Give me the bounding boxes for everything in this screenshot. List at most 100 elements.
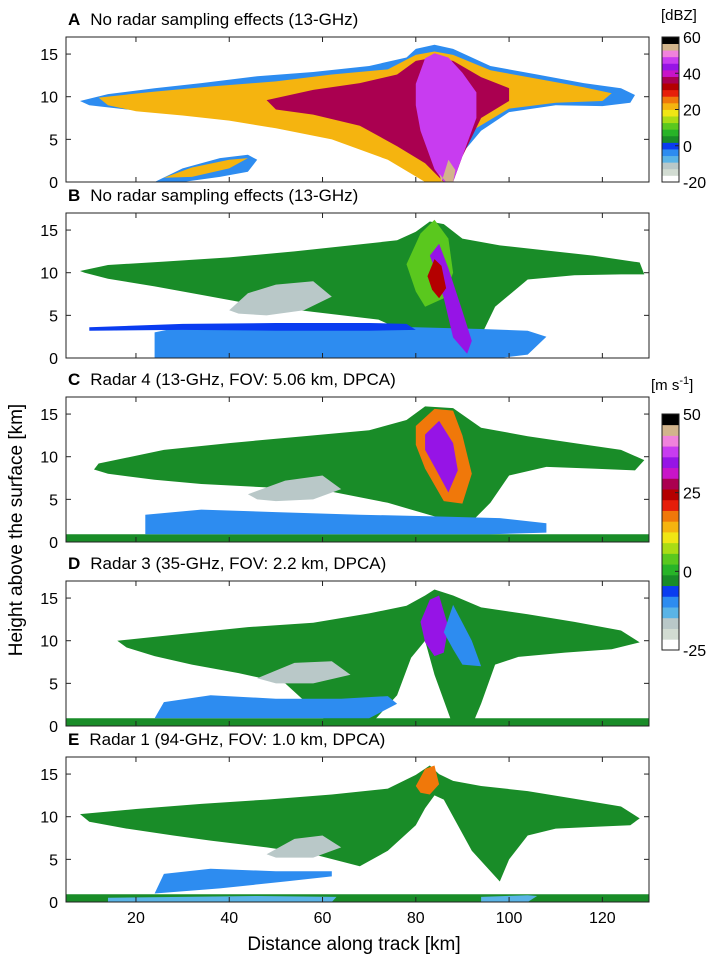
panel-letter: E [68, 730, 79, 749]
colorbar-swatch [662, 414, 679, 426]
colorbar-unit: [m s-1] [651, 375, 693, 394]
axes-frame [65, 580, 650, 727]
field [80, 44, 635, 182]
field [80, 219, 645, 358]
panel-letter: B [68, 186, 80, 205]
field-region-4 [163, 158, 248, 178]
y-tick-label: 10 [40, 450, 58, 467]
field-region-4 [257, 661, 351, 684]
y-tick-label: 15 [40, 407, 58, 424]
colorbar-tick-label: 20 [683, 103, 701, 120]
colorbar-swatch [662, 109, 679, 117]
y-tick-label: 10 [40, 634, 58, 651]
field-region-2 [94, 406, 645, 522]
colorbar-swatch [662, 175, 679, 183]
y-tick-label: 15 [40, 591, 58, 608]
colorbar-swatch [662, 56, 679, 64]
colorbar-tick-label: 60 [683, 30, 701, 47]
y-tick-label: 0 [49, 895, 58, 912]
field-region-5 [154, 868, 332, 894]
colorbar-1: 60 40 20 0 -20 [dBZ] [661, 7, 706, 192]
y-tick-label: 10 [40, 90, 58, 107]
x-tick-label: 100 [496, 910, 523, 927]
colorbar-swatch [662, 478, 679, 490]
colorbar-swatch [662, 446, 679, 458]
panel-title: A No radar sampling effects (13-GHz) [68, 10, 358, 29]
colorbar-swatch [662, 499, 679, 511]
colorbar-swatch [662, 596, 679, 608]
y-tick-label: 5 [49, 676, 58, 693]
axes-frame [65, 396, 650, 543]
colorbar-swatch [662, 585, 679, 597]
colorbar-tick-label: 0 [683, 139, 692, 156]
axes-frame [65, 756, 650, 903]
colorbar-swatch [662, 155, 679, 163]
colorbar-swatch [662, 553, 679, 565]
field-region-3 [89, 323, 416, 331]
colorbar-swatch [662, 162, 679, 170]
field [66, 765, 649, 902]
field-region-7 [439, 159, 456, 182]
y-tick-label: 5 [49, 132, 58, 149]
field-region-7 [415, 765, 440, 795]
panel-letter: C [68, 370, 80, 389]
panel-title-text: No radar sampling effects (13-GHz) [90, 10, 358, 29]
colorbar-swatch [662, 43, 679, 51]
axes-frame [65, 212, 650, 359]
y-tick-label: 10 [40, 810, 58, 827]
panel-b: 0 5 10 15 B No radar sampling effects (13-GHz… [40, 186, 650, 368]
field-region-6 [425, 420, 458, 493]
colorbar-swatch [662, 467, 679, 479]
field [66, 589, 649, 726]
colorbar-tick-label: -20 [683, 175, 706, 192]
panel-title-text: Radar 1 (94-GHz, FOV: 1.0 km, DPCA) [89, 730, 385, 749]
panel-title: C Radar 4 (13-GHz, FOV: 5.06 km, DPCA) [68, 370, 396, 389]
colorbar-swatch [662, 510, 679, 522]
panel-c: 0 5 10 15 C Radar 4 (13-GHz, FOV: 5.06 km, DP… [40, 370, 650, 552]
y-tick-label: 5 [49, 492, 58, 509]
y-tick-label: 0 [49, 719, 58, 736]
y-tick-label: 15 [40, 767, 58, 784]
y-tick-label: 0 [49, 351, 58, 368]
colorbar-2: 50 25 0 -25 [m s-1] [651, 375, 706, 660]
field-region-3 [145, 509, 547, 535]
x-tick-label: 80 [407, 910, 425, 927]
panel-letter: A [68, 10, 80, 29]
colorbar-swatch [662, 489, 679, 501]
colorbar-swatch [662, 435, 679, 447]
y-tick-label: 5 [49, 308, 58, 325]
colorbar-swatch [662, 135, 679, 143]
panel-title: D Radar 3 (35-GHz, FOV: 2.2 km, DPCA) [68, 554, 386, 573]
colorbar-swatch [662, 83, 679, 91]
colorbar-swatch [662, 639, 679, 651]
x-axis-label: Distance along track [km] [247, 934, 460, 955]
colorbar-swatch [662, 129, 679, 137]
field-region-3 [154, 695, 398, 719]
colorbar-tick-label: -25 [683, 643, 706, 660]
colorbar-frame [661, 413, 680, 651]
colorbar-swatch [662, 149, 679, 157]
axes-frame [65, 36, 650, 183]
colorbar-swatch [662, 617, 679, 629]
field-region-2 [108, 896, 337, 902]
colorbar-swatch [662, 96, 679, 104]
colorbar-swatch [662, 456, 679, 469]
field-region-4 [229, 281, 332, 316]
y-tick-label: 10 [40, 266, 58, 283]
colorbar-tick-label: 50 [683, 407, 701, 424]
panel-title: E Radar 1 (94-GHz, FOV: 1.0 km, DPCA) [68, 730, 385, 749]
y-tick-label: 15 [40, 223, 58, 240]
colorbar-swatch [662, 521, 679, 533]
x-tick-label: 120 [589, 910, 616, 927]
colorbar-swatch [662, 168, 679, 176]
field-region-2 [154, 324, 547, 358]
field-region-2 [117, 589, 640, 726]
colorbar-swatch [662, 76, 679, 84]
colorbar-swatch [662, 142, 679, 150]
field-region-1 [66, 534, 649, 542]
field-region-4 [247, 475, 342, 502]
colorbar-swatch [662, 63, 679, 71]
colorbar-swatch [662, 89, 679, 97]
field-region-6 [415, 53, 477, 182]
